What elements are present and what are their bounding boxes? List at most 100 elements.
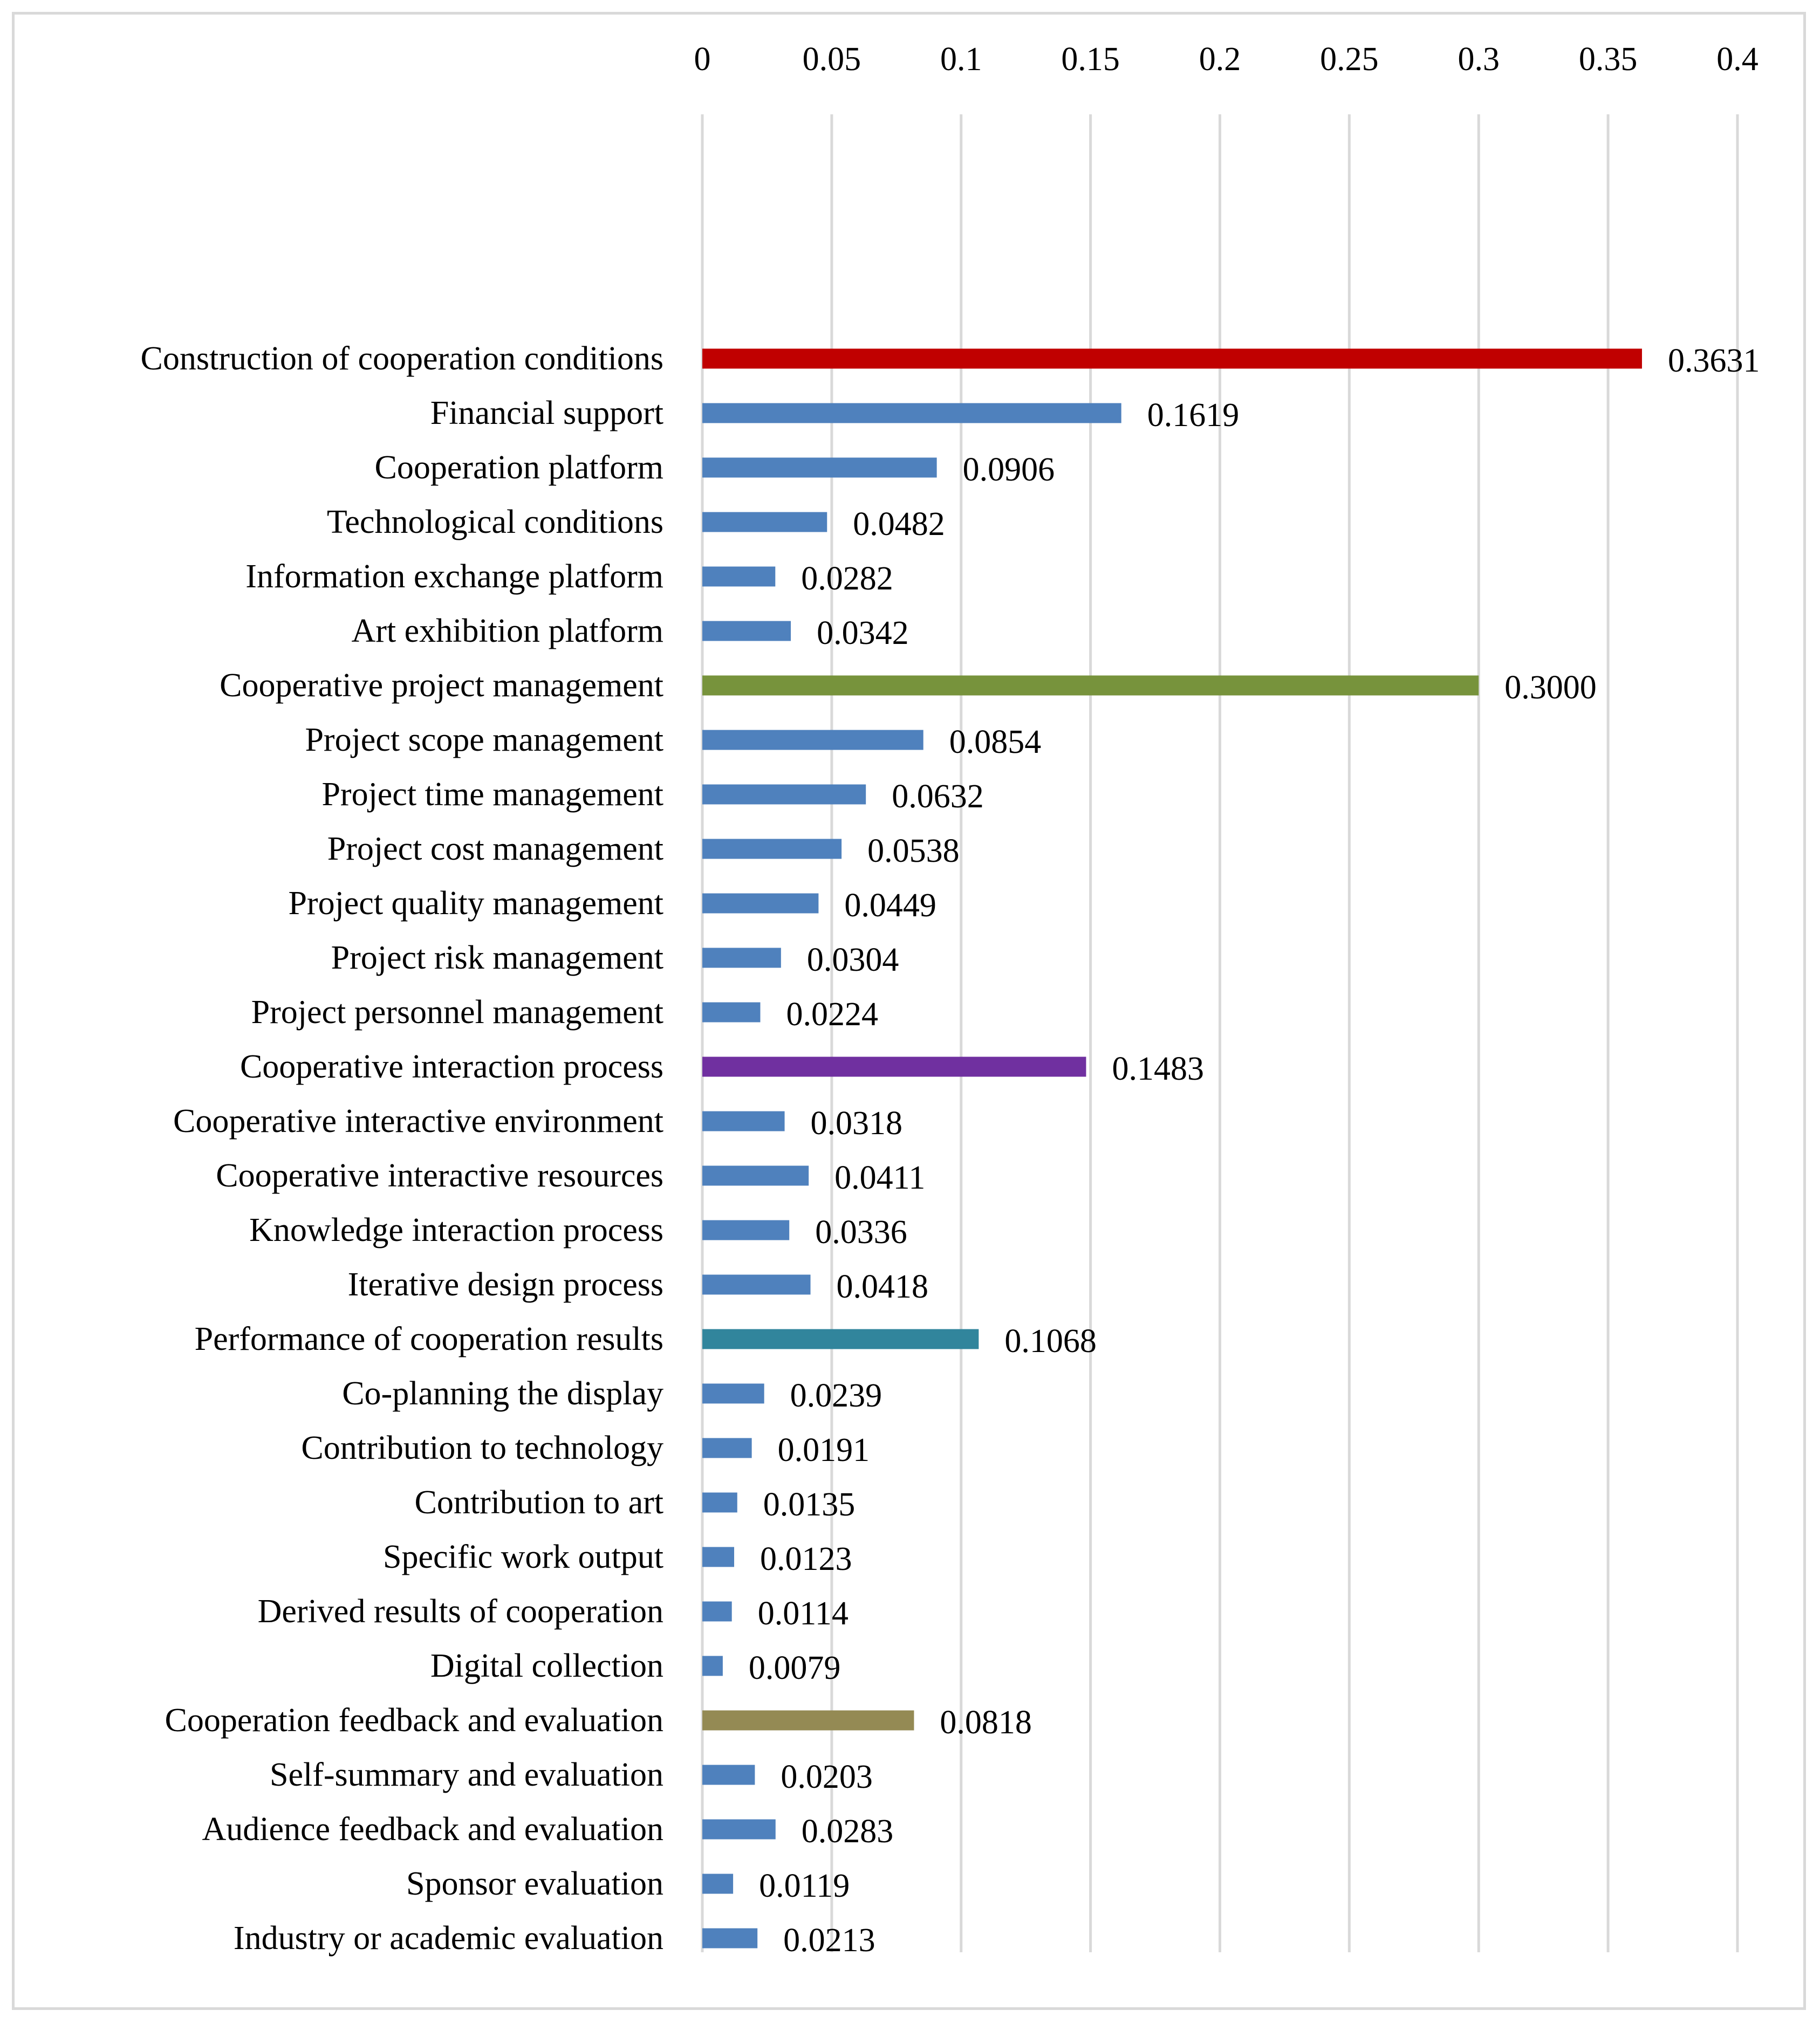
bar-secondary — [702, 784, 866, 805]
value-labels: 0.3631 0.1619 0.0906 0.0482 0.0282 0.0342 0.30… — [749, 342, 1760, 1959]
category-label: Contribution to art — [414, 1484, 663, 1521]
data-label: 0.0342 — [817, 615, 909, 651]
bar-secondary — [702, 1601, 732, 1622]
category-label: Information exchange platform — [245, 558, 663, 595]
category-label: Industry or academic evaluation — [234, 1920, 663, 1957]
data-label: 0.0304 — [807, 942, 899, 978]
category-label: Financial support — [430, 395, 663, 431]
bar-secondary — [702, 566, 776, 587]
category-label: Project cost management — [327, 831, 663, 867]
data-label: 0.0449 — [844, 887, 936, 924]
data-label: 0.0213 — [783, 1922, 875, 1959]
data-label: 0.3000 — [1504, 669, 1597, 706]
bar-secondary — [702, 1220, 790, 1240]
bars — [702, 348, 1642, 1948]
bar-secondary — [702, 1928, 758, 1948]
bar-secondary — [702, 1383, 764, 1404]
bar-secondary — [702, 839, 842, 859]
bar-secondary — [702, 948, 781, 968]
category-label: Audience feedback and evaluation — [202, 1811, 663, 1848]
bar-secondary — [702, 1874, 734, 1894]
data-label: 0.0818 — [940, 1704, 1032, 1741]
bar-primary — [702, 1329, 979, 1349]
x-tick-label: 0.4 — [1716, 41, 1759, 78]
category-label: Cooperation platform — [375, 449, 663, 486]
category-label: Technological conditions — [327, 504, 663, 540]
bar-secondary — [702, 1656, 723, 1676]
category-label: Cooperative interaction process — [240, 1048, 663, 1085]
category-label: Project scope management — [305, 722, 663, 758]
bar-secondary — [702, 1274, 811, 1295]
category-label: Knowledge interaction process — [249, 1212, 663, 1248]
category-label: Performance of cooperation results — [195, 1321, 663, 1357]
category-label: Project time management — [321, 776, 663, 813]
x-tick-label: 0.15 — [1061, 41, 1120, 78]
bar-secondary — [702, 621, 791, 641]
bar-primary — [702, 348, 1642, 369]
category-labels: Construction of cooperation conditions Fi… — [141, 340, 663, 1957]
category-label: Contribution to technology — [301, 1430, 663, 1466]
bar-secondary — [702, 1002, 761, 1023]
bar-secondary — [702, 1438, 752, 1458]
data-label: 0.0538 — [867, 833, 960, 869]
category-label: Project quality management — [288, 885, 663, 922]
data-label: 0.0239 — [790, 1377, 882, 1414]
category-label: Cooperative interactive environment — [173, 1103, 663, 1140]
x-tick-label: 0.35 — [1579, 41, 1638, 78]
data-label: 0.1068 — [1004, 1323, 1097, 1360]
bar-secondary — [702, 403, 1121, 423]
data-label: 0.0283 — [802, 1813, 894, 1850]
bar-primary — [702, 1056, 1086, 1077]
bar-secondary — [702, 512, 827, 532]
x-axis-ticks: 0 0.05 0.1 0.15 0.2 0.25 0.3 0.35 0.4 — [694, 41, 1759, 78]
category-label: Cooperation feedback and evaluation — [165, 1702, 663, 1739]
gridlines — [701, 114, 1739, 1952]
chart-frame — [12, 12, 1806, 2010]
data-label: 0.1619 — [1147, 397, 1240, 434]
category-label: Cooperative interactive resources — [216, 1157, 663, 1194]
data-label: 0.0119 — [759, 1868, 850, 1904]
category-label: Co-planning the display — [342, 1375, 663, 1412]
bar-secondary — [702, 1111, 785, 1131]
data-label: 0.0411 — [834, 1159, 925, 1196]
category-label: Project personnel management — [251, 994, 663, 1031]
x-tick-label: 0 — [694, 41, 711, 78]
category-label: Iterative design process — [348, 1266, 663, 1303]
data-label: 0.0906 — [963, 451, 1055, 488]
bar-secondary — [702, 1492, 737, 1513]
data-label: 0.0224 — [786, 996, 878, 1033]
bar-secondary — [702, 1765, 755, 1785]
x-tick-label: 0.3 — [1458, 41, 1500, 78]
category-label: Cooperative project management — [220, 667, 663, 704]
category-label: Project risk management — [331, 939, 663, 976]
bar-primary — [702, 675, 1479, 696]
x-tick-label: 0.05 — [803, 41, 861, 78]
bar-secondary — [702, 1165, 809, 1186]
data-label: 0.0114 — [758, 1595, 849, 1632]
data-label: 0.0632 — [892, 778, 984, 815]
category-label: Art exhibition platform — [351, 613, 663, 649]
category-label: Sponsor evaluation — [406, 1865, 663, 1902]
x-tick-label: 0.1 — [940, 41, 982, 78]
data-label: 0.0336 — [815, 1214, 907, 1251]
category-label: Self-summary and evaluation — [270, 1757, 663, 1793]
data-label: 0.0854 — [949, 724, 1042, 760]
data-label: 0.0191 — [778, 1432, 870, 1469]
category-label: Specific work output — [383, 1539, 663, 1575]
x-tick-label: 0.25 — [1320, 41, 1379, 78]
data-label: 0.0079 — [749, 1650, 841, 1686]
data-label: 0.0203 — [781, 1759, 873, 1795]
data-label: 0.3631 — [1668, 342, 1760, 379]
data-label: 0.0123 — [760, 1541, 852, 1577]
bar-secondary — [702, 893, 819, 914]
bar-secondary — [702, 457, 937, 478]
category-label: Construction of cooperation conditions — [141, 340, 663, 377]
data-label: 0.0318 — [811, 1105, 903, 1142]
category-label: Digital collection — [430, 1648, 663, 1684]
data-label: 0.0418 — [837, 1268, 929, 1305]
data-label: 0.0482 — [853, 506, 945, 543]
bar-secondary — [702, 1819, 776, 1840]
category-label: Derived results of cooperation — [258, 1593, 663, 1630]
bar-secondary — [702, 730, 923, 750]
